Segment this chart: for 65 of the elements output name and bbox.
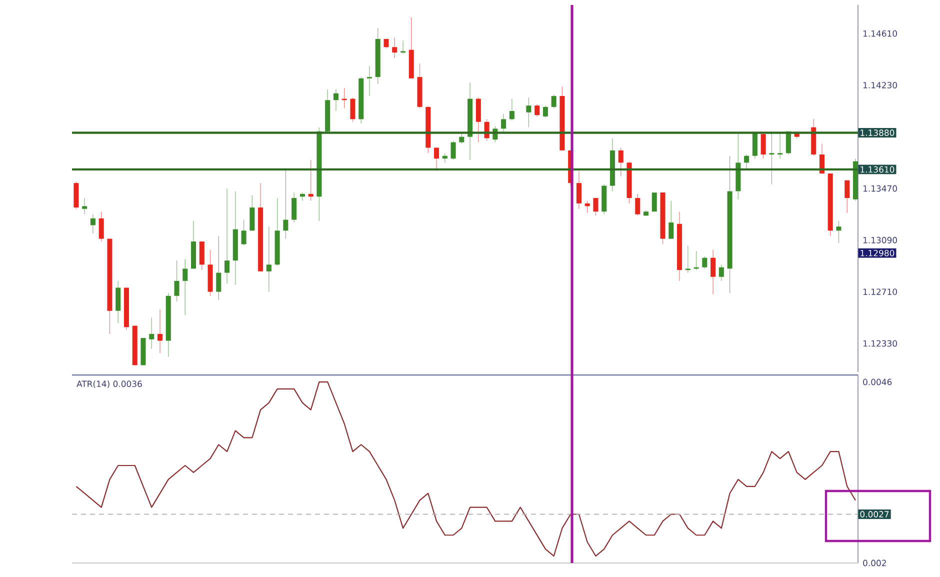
candlestick [551, 94, 556, 109]
candlestick [98, 211, 104, 242]
candlestick [182, 258, 188, 316]
ref-line-label: 0.0027 [860, 511, 889, 518]
candlestick [509, 98, 514, 121]
candlestick [576, 170, 582, 210]
candlestick [400, 40, 406, 54]
candlestick [450, 140, 456, 160]
candlestick [292, 192, 297, 223]
candlestick [618, 147, 624, 177]
candlestick [350, 97, 356, 122]
y-tick-label: 1.13470 [863, 185, 897, 192]
text: 1.12980 [860, 250, 894, 256]
ref-line-label: 1.13610 [860, 166, 894, 173]
candlestick [308, 160, 314, 202]
candlestick [635, 194, 640, 216]
candlestick [82, 198, 88, 215]
candlestick [844, 180, 850, 214]
candlestick [366, 66, 372, 96]
candlestick [224, 188, 230, 284]
candlestick [542, 105, 548, 118]
candlestick [836, 220, 842, 244]
candlestick [584, 200, 590, 214]
candlestick [593, 198, 598, 216]
candlestick [174, 260, 180, 302]
candlestick [760, 132, 766, 159]
candlestick [501, 113, 506, 132]
y-tick-label: 1.14230 [863, 82, 897, 88]
y-tick-label: 1.13090 [863, 236, 897, 244]
candlestick [526, 97, 532, 128]
candlestick [668, 200, 674, 240]
candlestick [769, 131, 774, 185]
candlestick [652, 192, 657, 212]
candlestick [283, 168, 288, 240]
ref-line-label: 1.13880 [860, 130, 894, 136]
candlestick [266, 226, 272, 292]
candlestick [241, 219, 246, 246]
candlestick [442, 152, 448, 164]
candlestick [534, 104, 540, 117]
candlestick [250, 194, 255, 231]
candlestick [752, 131, 758, 159]
y-tick-label: 1.12330 [863, 340, 897, 347]
candlestick [90, 214, 96, 234]
candlestick [392, 37, 398, 58]
candlestick [149, 317, 154, 350]
candlestick [685, 245, 690, 274]
y-tick-label: 1.14610 [863, 30, 897, 37]
candlestick [778, 132, 783, 159]
candlestick [333, 88, 338, 112]
candlestick [702, 256, 708, 270]
candlestick [718, 264, 724, 282]
candlestick [199, 241, 204, 270]
candlestick [300, 192, 305, 202]
candlestick [744, 154, 750, 170]
candlestick [710, 249, 716, 295]
y-tick-label: 0.002 [863, 560, 886, 566]
candlestick [459, 134, 464, 144]
y-tick-label: 0.0046 [863, 378, 892, 386]
candlestick [476, 97, 481, 143]
text: ATR(14) 0.0036 [76, 380, 142, 388]
candlestick [116, 280, 121, 324]
candlestick [216, 236, 222, 300]
y-tick-label: 1.12710 [863, 288, 897, 295]
candlestick [157, 309, 163, 354]
candlestick [434, 147, 440, 172]
